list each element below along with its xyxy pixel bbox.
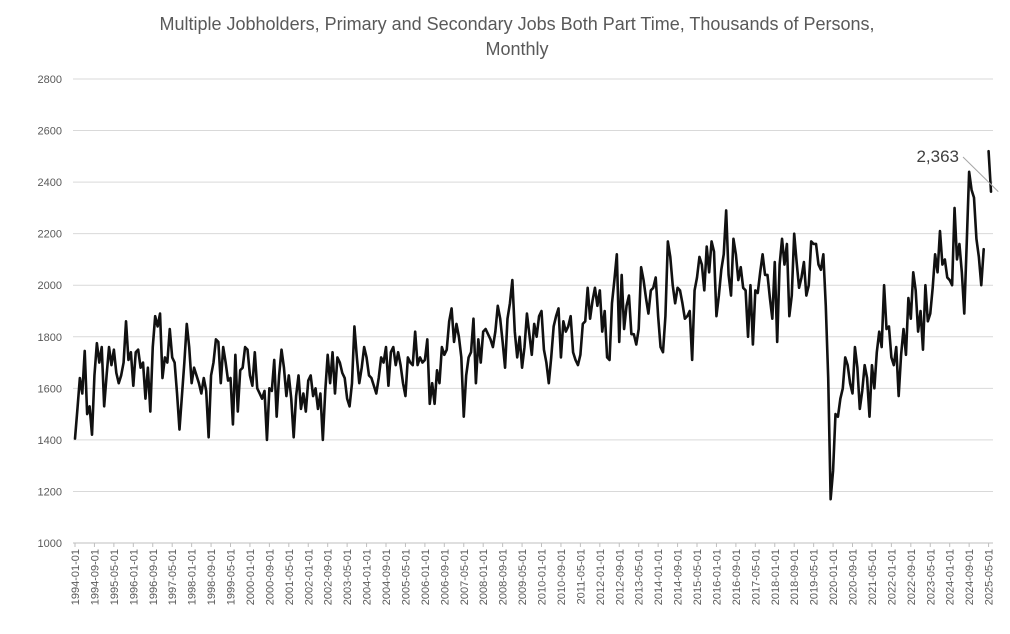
x-tick-label: 2009-05-01 — [517, 549, 529, 605]
y-tick-label: 2200 — [38, 229, 62, 241]
x-tick-label: 2016-09-01 — [731, 549, 743, 605]
x-tick-label: 2025-05-01 — [984, 549, 996, 605]
x-tick-label: 2008-01-01 — [478, 549, 490, 605]
x-tick-label: 2002-01-01 — [303, 549, 315, 605]
x-tick-label: 1998-09-01 — [206, 549, 218, 605]
x-tick-label: 2021-05-01 — [867, 549, 879, 605]
x-axis: 1994-01-01 1994-09-01 1995-05-01 1996-01-01… — [70, 542, 996, 605]
x-tick-label: 2017-05-01 — [750, 549, 762, 605]
chart-title: Multiple Jobholders, Primary and Seconda… — [0, 12, 1010, 62]
y-tick-label: 1600 — [38, 383, 62, 395]
x-tick-label: 1996-01-01 — [128, 549, 140, 605]
x-tick-label: 1995-05-01 — [109, 549, 121, 605]
x-tick-label: 1998-01-01 — [187, 549, 199, 605]
annotation-label: 2,363 — [916, 147, 959, 166]
x-tick-label: 2004-01-01 — [362, 549, 374, 605]
x-tick-label: 2006-09-01 — [439, 549, 451, 605]
x-tick-label: 2024-09-01 — [964, 549, 976, 605]
gridlines — [73, 78, 993, 544]
x-tick-label: 2011-05-01 — [575, 549, 587, 604]
y-tick-label: 1200 — [38, 486, 62, 498]
x-tick-label: 2000-01-01 — [245, 549, 257, 605]
x-tick-label: 2015-05-01 — [692, 549, 704, 605]
x-tick-label: 2001-05-01 — [284, 549, 296, 605]
x-tick-label: 2006-01-01 — [420, 549, 432, 605]
x-tick-label: 2012-09-01 — [614, 549, 626, 605]
series-line — [73, 149, 993, 501]
x-tick-label: 2007-05-01 — [459, 549, 471, 605]
x-tick-label: 2020-01-01 — [828, 549, 840, 605]
chart-title-line-1: Multiple Jobholders, Primary and Seconda… — [159, 14, 875, 34]
x-tick-label: 2008-09-01 — [498, 549, 510, 605]
x-tick-label: 2019-05-01 — [809, 549, 821, 605]
x-tick-label: 2018-09-01 — [789, 549, 801, 605]
y-tick-label: 2600 — [38, 126, 62, 138]
x-tick-label: 2020-09-01 — [848, 549, 860, 605]
x-tick-label: 2012-01-01 — [595, 549, 607, 605]
y-tick-label: 1800 — [38, 332, 62, 344]
y-tick-label: 1000 — [38, 538, 62, 550]
y-tick-label: 2000 — [38, 280, 62, 292]
x-tick-label: 2013-05-01 — [634, 549, 646, 605]
x-tick-label: 2023-05-01 — [925, 549, 937, 605]
annotation-group: 2,363 — [916, 147, 999, 193]
y-tick-label: 1400 — [38, 435, 62, 447]
x-tick-label: 2024-01-01 — [945, 549, 957, 605]
series-group — [73, 149, 993, 501]
chart-title-line-2: Monthly — [485, 39, 549, 59]
x-tick-label: 2005-05-01 — [400, 549, 412, 605]
x-tick-label: 2014-01-01 — [653, 549, 665, 605]
x-tick-label: 2022-09-01 — [906, 549, 918, 605]
x-tick-label: 2000-09-01 — [264, 549, 276, 605]
x-tick-label: 2018-01-01 — [770, 549, 782, 605]
y-tick-label: 2400 — [38, 177, 62, 189]
x-tick-label: 2014-09-01 — [673, 549, 685, 605]
x-tick-label: 1997-05-01 — [167, 549, 179, 605]
x-tick-label: 2010-09-01 — [556, 549, 568, 605]
y-axis: 1000 1200 1400 1600 1800 2000 2200 2400 2600 2800 — [38, 74, 62, 550]
x-tick-label: 2003-05-01 — [342, 549, 354, 605]
x-tick-label: 2010-01-01 — [537, 549, 549, 605]
x-tick-label: 1994-09-01 — [89, 549, 101, 605]
x-tick-label: 1999-05-01 — [226, 549, 238, 605]
x-tick-label: 2004-09-01 — [381, 549, 393, 605]
x-tick-label: 2022-01-01 — [886, 549, 898, 605]
x-tick-label: 1994-01-01 — [70, 549, 82, 605]
x-tick-label: 2002-09-01 — [323, 549, 335, 605]
x-tick-label: 1996-09-01 — [148, 549, 160, 605]
annotation-leader — [962, 156, 999, 193]
x-tick-label: 2016-01-01 — [711, 549, 723, 605]
y-tick-label: 2800 — [38, 74, 62, 86]
